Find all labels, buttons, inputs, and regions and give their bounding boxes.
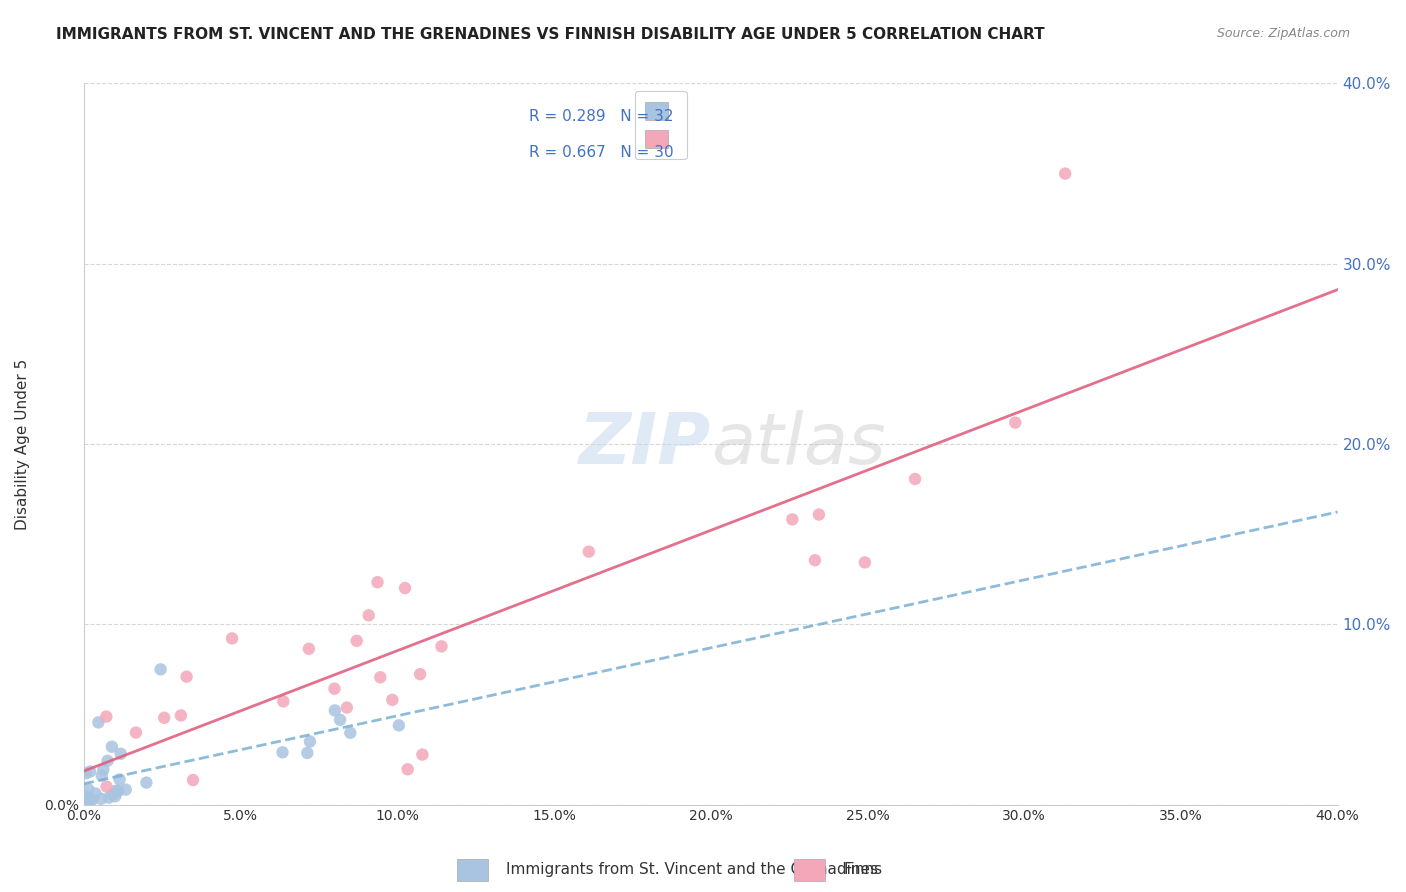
Point — [96, 754, 118, 768]
Point — [339, 726, 361, 740]
Point — [82, 792, 104, 806]
Point — [782, 512, 804, 526]
Point — [90, 792, 112, 806]
Text: Finns: Finns — [844, 863, 883, 877]
Point — [329, 713, 352, 727]
Point — [381, 693, 404, 707]
Point — [807, 508, 830, 522]
Point — [388, 718, 411, 732]
Point — [170, 708, 193, 723]
Point — [75, 789, 97, 804]
Point — [75, 766, 97, 780]
Text: R = 0.667   N = 30: R = 0.667 N = 30 — [529, 145, 673, 160]
Point — [346, 633, 368, 648]
Point — [97, 790, 120, 805]
Point — [87, 715, 110, 730]
Point — [297, 746, 319, 760]
Text: R = 0.289   N = 32: R = 0.289 N = 32 — [529, 109, 673, 124]
Legend: , : , — [634, 91, 686, 159]
Point — [93, 763, 115, 777]
Point — [411, 747, 433, 762]
Point — [104, 789, 127, 804]
Text: atlas: atlas — [710, 409, 886, 478]
Point — [904, 472, 927, 486]
Point — [1004, 416, 1026, 430]
Point — [104, 784, 127, 798]
Point — [153, 711, 176, 725]
Point — [336, 700, 359, 714]
Point — [370, 670, 392, 684]
Point — [79, 796, 101, 810]
Text: Immigrants from St. Vincent and the Grenadines: Immigrants from St. Vincent and the Gren… — [506, 863, 879, 877]
Point — [273, 694, 295, 708]
Point — [101, 739, 124, 754]
Point — [357, 608, 380, 623]
Point — [323, 703, 346, 717]
Point — [298, 734, 321, 748]
Text: IMMIGRANTS FROM ST. VINCENT AND THE GRENADINES VS FINNISH DISABILITY AGE UNDER 5: IMMIGRANTS FROM ST. VINCENT AND THE GREN… — [56, 27, 1045, 42]
Point — [114, 782, 136, 797]
Text: Source: ZipAtlas.com: Source: ZipAtlas.com — [1216, 27, 1350, 40]
Point — [96, 780, 118, 794]
Point — [409, 667, 432, 681]
Point — [110, 747, 132, 761]
Point — [430, 640, 453, 654]
Point — [108, 772, 131, 787]
Point — [101, 788, 124, 802]
Point — [366, 575, 388, 590]
Point — [1054, 167, 1077, 181]
Point — [84, 787, 107, 801]
Point — [176, 670, 198, 684]
Point — [76, 794, 98, 808]
Point — [271, 745, 294, 759]
Point — [578, 544, 600, 558]
Point — [221, 632, 243, 646]
Point — [75, 790, 97, 805]
Point — [79, 764, 101, 779]
Point — [804, 553, 827, 567]
Point — [323, 681, 346, 696]
Point — [149, 662, 172, 676]
Point — [107, 784, 129, 798]
Point — [181, 772, 204, 787]
Text: ZIP: ZIP — [578, 409, 710, 478]
Point — [135, 775, 157, 789]
Point — [77, 782, 100, 797]
Point — [853, 556, 876, 570]
Point — [396, 762, 419, 776]
Point — [298, 641, 321, 656]
Point — [125, 725, 148, 739]
Point — [394, 581, 416, 595]
Point — [90, 768, 112, 782]
Point — [96, 709, 118, 723]
Y-axis label: Disability Age Under 5: Disability Age Under 5 — [15, 359, 30, 530]
